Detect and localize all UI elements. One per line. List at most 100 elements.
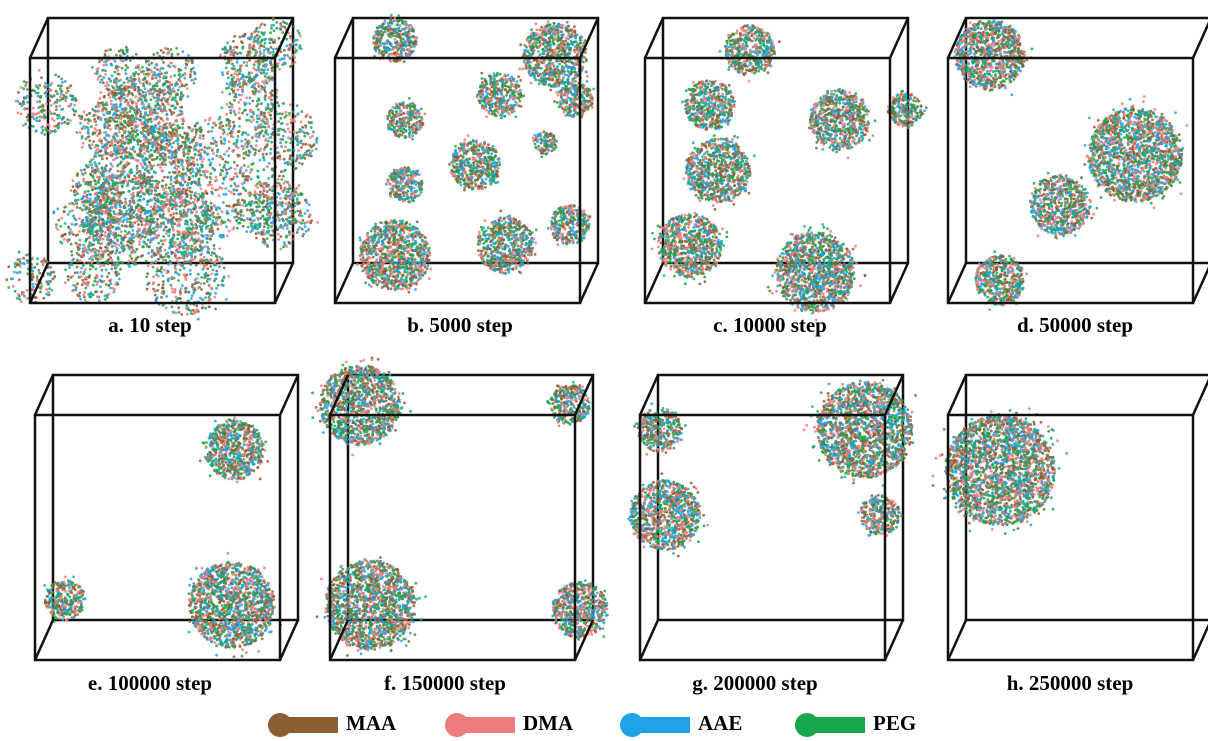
particle xyxy=(207,184,210,187)
particle xyxy=(232,127,235,130)
particle xyxy=(7,265,10,268)
particle xyxy=(229,220,232,223)
particle xyxy=(73,217,76,220)
particle xyxy=(231,131,234,134)
particle xyxy=(226,103,229,106)
particle xyxy=(221,158,224,161)
particle xyxy=(36,257,39,260)
particle xyxy=(55,223,58,226)
particle xyxy=(211,126,214,129)
particle xyxy=(199,134,202,137)
particle xyxy=(197,193,200,196)
particle xyxy=(81,219,84,222)
particle xyxy=(167,222,170,225)
particle xyxy=(236,164,239,167)
particle xyxy=(238,111,241,114)
particle xyxy=(16,271,19,274)
particle xyxy=(83,230,86,233)
particle xyxy=(211,187,214,190)
particle xyxy=(56,228,59,231)
particle xyxy=(89,214,92,217)
particle xyxy=(236,227,239,230)
particle xyxy=(195,211,198,214)
particle xyxy=(201,192,204,195)
particle xyxy=(242,83,245,86)
particle xyxy=(96,223,99,226)
particle xyxy=(206,147,209,150)
particle xyxy=(89,235,92,238)
particle xyxy=(118,261,121,264)
particle xyxy=(216,151,219,154)
particle xyxy=(22,291,25,294)
particle xyxy=(218,207,221,210)
particle xyxy=(215,176,218,179)
particle xyxy=(209,176,212,179)
particle xyxy=(91,226,94,229)
particle xyxy=(240,140,243,143)
particle xyxy=(228,205,231,208)
particle xyxy=(199,167,202,170)
particle xyxy=(16,264,19,267)
particle xyxy=(237,135,240,138)
particle xyxy=(128,260,131,263)
particle xyxy=(219,174,222,177)
particle xyxy=(175,208,178,211)
particle xyxy=(237,101,240,104)
particle xyxy=(131,229,134,232)
particle xyxy=(210,191,213,194)
particle xyxy=(42,262,45,265)
particle xyxy=(136,216,139,219)
particle xyxy=(23,262,26,265)
particle xyxy=(255,105,258,108)
particle xyxy=(205,192,208,195)
particle xyxy=(247,165,250,168)
particle xyxy=(129,254,132,257)
particle xyxy=(79,239,82,242)
particle xyxy=(215,154,218,157)
particle xyxy=(244,109,247,112)
particle xyxy=(245,153,248,156)
particle xyxy=(26,289,29,292)
particle xyxy=(212,142,215,145)
particle xyxy=(130,257,133,260)
particle xyxy=(63,238,66,241)
particle xyxy=(211,227,214,230)
particle xyxy=(276,101,279,104)
particle xyxy=(189,218,192,221)
particle xyxy=(25,254,28,257)
particle xyxy=(71,223,74,226)
particle xyxy=(35,296,38,299)
particle xyxy=(60,217,63,220)
particle xyxy=(101,230,104,233)
particle xyxy=(215,179,218,182)
particle xyxy=(57,219,60,222)
particle xyxy=(263,89,266,92)
particle xyxy=(195,128,198,131)
particle xyxy=(116,247,119,250)
particle xyxy=(76,206,79,209)
particle xyxy=(47,294,50,297)
particle xyxy=(63,210,66,213)
particle xyxy=(222,201,225,204)
particle xyxy=(223,166,226,169)
particle xyxy=(12,285,15,288)
particle xyxy=(36,275,39,278)
particle xyxy=(226,118,229,121)
particle xyxy=(237,88,240,91)
particle xyxy=(36,263,39,266)
particle xyxy=(92,243,95,246)
particle xyxy=(190,211,193,214)
particle xyxy=(211,158,214,161)
particle xyxy=(239,170,242,173)
particle xyxy=(227,212,230,215)
particle xyxy=(92,221,95,224)
particle xyxy=(141,254,144,257)
particle xyxy=(32,286,35,289)
particle xyxy=(192,128,195,131)
particle xyxy=(234,168,237,171)
particle xyxy=(221,187,224,190)
particle xyxy=(207,130,210,133)
particle xyxy=(68,231,71,234)
particle xyxy=(77,198,80,201)
particle xyxy=(192,175,195,178)
